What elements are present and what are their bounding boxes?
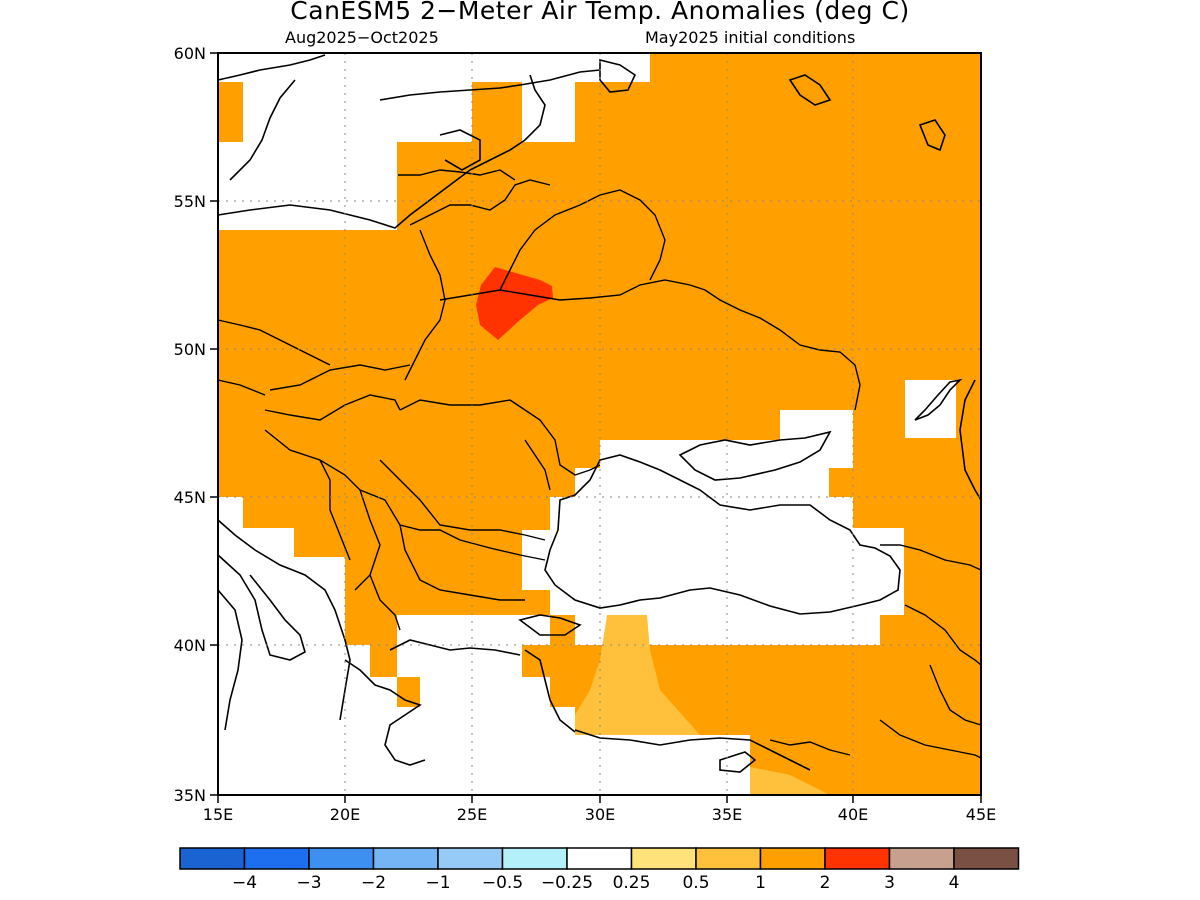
x-tick-label: 40E xyxy=(838,805,868,824)
colorbar-label: −3 xyxy=(296,873,321,893)
colorbar-swatch xyxy=(824,847,891,870)
colorbar: −4 −3 −2 −1 −0.5 −0.25 0.25 0.5 1 2 3 4 xyxy=(179,847,1020,893)
x-tick-label: 45E xyxy=(966,805,996,824)
colorbar-swatch xyxy=(243,847,310,870)
no-anomaly-regions xyxy=(218,53,956,795)
axis-ticks xyxy=(210,52,982,803)
colorbar-label: 3 xyxy=(884,873,895,893)
colorbar-label: −1 xyxy=(425,873,450,893)
colorbar-label: 0.5 xyxy=(682,873,709,893)
colorbar-label: 4 xyxy=(949,873,960,893)
anomaly-2-3-patch xyxy=(476,267,553,340)
y-tick-label: 35N xyxy=(174,786,206,805)
x-tick-label: 35E xyxy=(712,805,742,824)
no-anomaly-black-sea xyxy=(550,410,904,645)
y-tick-label: 40N xyxy=(174,636,206,655)
x-tick-label: 20E xyxy=(330,805,360,824)
x-tick-label: 25E xyxy=(457,805,487,824)
colorbar-swatch xyxy=(566,847,633,870)
initial-conditions: May2025 initial conditions xyxy=(645,28,856,47)
colorbar-swatch xyxy=(695,847,762,870)
colorbar-label: 1 xyxy=(755,873,766,893)
y-tick-label: 60N xyxy=(174,44,206,63)
no-anomaly-adriatic xyxy=(218,497,397,795)
colorbar-label: 2 xyxy=(820,873,831,893)
colorbar-swatch xyxy=(372,847,439,870)
colorbar-label: 0.25 xyxy=(613,873,651,893)
x-tick-label: 15E xyxy=(203,805,233,824)
no-anomaly-aegean xyxy=(397,615,750,795)
x-tick-label: 30E xyxy=(585,805,615,824)
anomaly-05-1-turkey-south xyxy=(750,767,830,795)
y-tick-label: 45N xyxy=(174,488,206,507)
no-anomaly-caspian xyxy=(905,380,956,438)
no-anomaly-bosporus xyxy=(522,530,550,590)
colorbar-swatch xyxy=(888,847,955,870)
coastlines xyxy=(217,54,982,773)
no-anomaly-baltic xyxy=(218,53,650,230)
colorbar-swatch xyxy=(953,847,1020,870)
y-tick-label: 50N xyxy=(174,340,206,359)
colorbar-label: −0.5 xyxy=(482,873,523,893)
colorbar-label: −2 xyxy=(361,873,386,893)
colorbar-swatch xyxy=(437,847,504,870)
anomaly-05-1-turkey-west xyxy=(575,615,700,735)
colorbar-swatch xyxy=(179,847,246,870)
country-borders xyxy=(217,169,982,759)
chart-title: CanESM5 2−Meter Air Temp. Anomalies (deg… xyxy=(290,0,910,25)
no-anomaly-anatolia xyxy=(829,615,880,645)
colorbar-swatch xyxy=(630,847,697,870)
colorbar-label: −4 xyxy=(232,873,257,893)
colorbar-swatch xyxy=(308,847,375,870)
colorbar-label: −0.25 xyxy=(541,873,593,893)
colorbar-swatch xyxy=(759,847,826,870)
y-tick-label: 55N xyxy=(174,192,206,211)
colorbar-swatch xyxy=(501,847,568,870)
forecast-period: Aug2025−Oct2025 xyxy=(285,28,439,47)
